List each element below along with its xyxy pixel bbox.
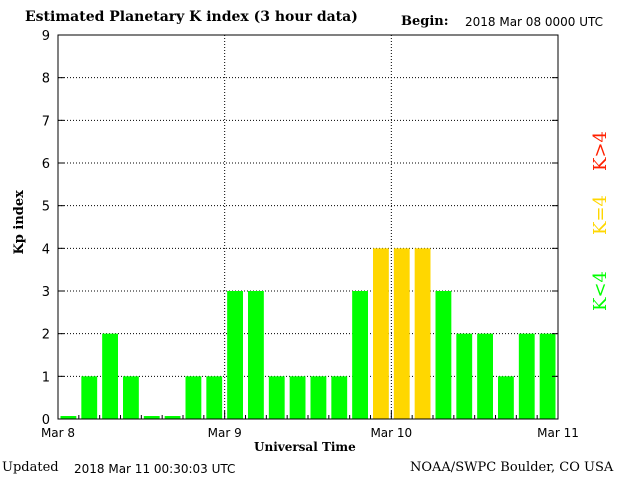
x-tick-label: Mar 11 — [537, 426, 579, 440]
y-tick-label: 9 — [42, 29, 50, 44]
kp-bar — [518, 333, 535, 419]
y-tick-label: 6 — [42, 157, 50, 172]
kp-bar — [268, 376, 285, 419]
kp-bar — [414, 248, 431, 419]
kp-bar — [123, 376, 139, 419]
kp-bar — [143, 416, 160, 419]
y-tick-label: 1 — [42, 370, 50, 385]
kp-bar — [352, 291, 368, 419]
y-tick-label: 4 — [42, 242, 50, 257]
legend-k-less-4: K<4 — [590, 271, 611, 311]
kp-bar — [206, 376, 223, 419]
plot-area — [58, 35, 558, 419]
updated-label: Updated — [2, 460, 59, 475]
kp-bar — [289, 376, 306, 419]
y-tick-label: 8 — [42, 72, 50, 87]
x-tick-label: Mar 8 — [41, 426, 75, 440]
updated-value: 2018 Mar 11 00:30:03 UTC — [74, 462, 236, 476]
kp-bar — [456, 333, 473, 419]
y-tick-label: 2 — [42, 328, 50, 343]
y-tick-label: 0 — [42, 413, 50, 428]
begin-value: 2018 Mar 08 0000 UTC — [465, 15, 604, 29]
y-tick-label: 3 — [42, 285, 50, 300]
kp-bar — [435, 291, 452, 419]
kp-bar — [373, 248, 389, 419]
kp-bar — [60, 416, 77, 419]
legend-k-equal-4: K=4 — [590, 195, 611, 235]
kp-bar — [102, 333, 118, 419]
kp-bar — [81, 376, 98, 419]
kp-bar — [227, 291, 243, 419]
x-tick-label: Mar 10 — [370, 426, 412, 440]
kp-bar — [248, 291, 264, 419]
kp-bar — [498, 376, 514, 419]
kp-bar — [539, 333, 556, 419]
y-axis-label: Kp index — [12, 190, 27, 255]
y-tick-label: 5 — [42, 200, 50, 215]
kp-bar — [164, 416, 181, 419]
begin-label: Begin: — [401, 14, 449, 29]
legend-k-greater-4: K>4 — [590, 131, 611, 171]
credit-text: NOAA/SWPC Boulder, CO USA — [410, 460, 614, 475]
x-axis-label: Universal Time — [254, 440, 356, 454]
kp-bar — [185, 376, 202, 419]
kp-bar — [393, 248, 410, 419]
kp-bar — [310, 376, 327, 419]
x-tick-label: Mar 9 — [208, 426, 242, 440]
y-tick-label: 7 — [42, 114, 50, 129]
kp-bar — [477, 333, 493, 419]
kp-bar — [331, 376, 348, 419]
chart-title: Estimated Planetary K index (3 hour data… — [25, 9, 358, 25]
